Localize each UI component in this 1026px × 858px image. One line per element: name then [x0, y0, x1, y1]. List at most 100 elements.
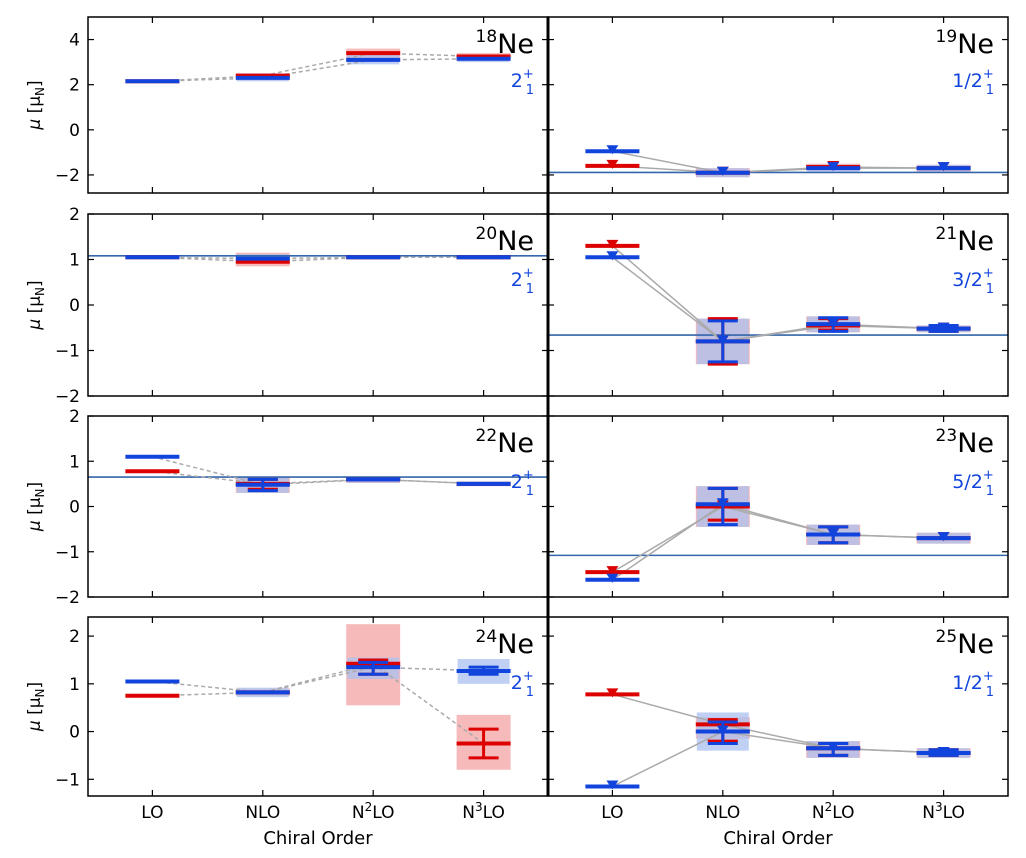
y-tick-label: 2 — [69, 407, 80, 427]
nucleus-title: 23Ne — [936, 426, 994, 459]
state-label: 2+ 1 — [511, 669, 534, 700]
mass-number: 19 — [936, 27, 958, 47]
y-tick-label: 2 — [69, 76, 80, 96]
state-label-sub: 1 — [986, 685, 994, 700]
data-marker-red — [606, 566, 619, 576]
x-tick-label-sup: 2 — [365, 800, 373, 814]
data-marker-blue — [606, 780, 619, 790]
y-axis-label: μ [μN] — [25, 482, 47, 532]
connector-blue — [612, 150, 944, 174]
state-label: 1/2+ 1 — [952, 669, 994, 700]
y-tick-label: −1 — [55, 543, 80, 563]
x-tick-label-sup: 3 — [475, 800, 483, 814]
state-label-base: 2 — [511, 70, 523, 92]
nucleus-title: 25Ne — [936, 627, 994, 660]
state-label-sup: + — [523, 468, 534, 483]
connector-red — [152, 52, 484, 83]
mass-number: 21 — [936, 224, 958, 244]
state-label-base: 1/2 — [952, 672, 983, 694]
mass-number: 24 — [476, 627, 498, 647]
data-marker-blue — [606, 573, 619, 583]
state-label-sup: + — [523, 669, 534, 684]
x-tick-label-tail: LO — [483, 803, 505, 823]
state-label: 3/2+ 1 — [952, 266, 994, 297]
x-tick-label: N2LO — [352, 800, 395, 823]
x-tick-label-base: N — [352, 803, 365, 823]
y-tick-label: 1 — [69, 251, 80, 271]
y-axis-unit-sub: N — [33, 87, 47, 96]
y-tick-label: 1 — [69, 675, 80, 695]
x-tick-label-tail: LO — [832, 803, 854, 823]
nucleus-title: 22Ne — [476, 426, 534, 459]
y-tick-label: −1 — [55, 770, 80, 790]
mass-number: 18 — [476, 27, 498, 47]
data-marker-blue — [827, 742, 840, 752]
y-axis-mu: μ — [25, 119, 45, 131]
connector-red — [152, 662, 485, 745]
element-symbol: Ne — [497, 29, 534, 60]
y-axis-unit-close: ] — [25, 80, 45, 87]
x-tick-label-base: N — [922, 803, 935, 823]
state-label-sub: 1 — [526, 484, 534, 499]
x-tick-label: LO — [601, 803, 623, 823]
panel-19ne: 19Ne 1/2+ 1 — [547, 16, 1009, 194]
x-tick-label: LO — [141, 803, 163, 823]
x-tick-label: NLO — [245, 803, 280, 823]
state-label-sup: + — [523, 266, 534, 281]
element-symbol: Ne — [957, 226, 994, 257]
data-marker-blue — [937, 322, 950, 332]
state-label-sup: + — [983, 67, 994, 82]
x-tick-label: NLO — [705, 803, 740, 823]
connector-red — [152, 470, 484, 485]
nucleus-title: 18Ne — [476, 27, 534, 60]
y-tick-label: 4 — [69, 31, 80, 51]
state-label: 5/2+ 1 — [952, 468, 994, 499]
element-symbol: Ne — [957, 629, 994, 660]
state-label-base: 2 — [511, 471, 523, 493]
x-tick-label-base: LO — [141, 803, 163, 823]
y-axis-unit: [μ — [25, 497, 45, 520]
connector-blue — [611, 503, 944, 581]
y-tick-label: 0 — [69, 723, 80, 743]
state-label: 2+ 1 — [511, 468, 534, 499]
state-label: 2+ 1 — [511, 67, 534, 98]
x-tick-label-tail: LO — [943, 803, 965, 823]
y-axis-unit-close: ] — [25, 280, 45, 287]
y-axis-unit-sub: N — [33, 688, 47, 697]
x-tick-label-base: NLO — [705, 803, 740, 823]
y-axis-unit: [μ — [25, 697, 45, 720]
connector-blue — [611, 256, 944, 343]
element-symbol: Ne — [497, 226, 534, 257]
y-axis-unit-close: ] — [25, 682, 45, 689]
data-marker-blue — [606, 251, 619, 261]
x-tick-label-base: N — [462, 803, 475, 823]
data-marker-blue — [716, 498, 729, 508]
nucleus-title: 20Ne — [476, 224, 534, 257]
mass-number: 22 — [476, 426, 498, 446]
x-tick-label: N3LO — [462, 800, 505, 823]
y-tick-label: 0 — [69, 498, 80, 518]
mass-number: 20 — [476, 224, 498, 244]
mass-number: 23 — [936, 426, 958, 446]
connector-blue — [152, 666, 484, 694]
panel-21ne: 21Ne 3/2+ 1 — [547, 213, 1009, 397]
data-marker-blue — [716, 166, 729, 176]
x-tick-label-tail: LO — [372, 803, 394, 823]
connector-red — [612, 505, 944, 573]
connector-blue — [152, 57, 484, 83]
state-label-base: 5/2 — [952, 471, 983, 493]
state-label: 1/2+ 1 — [952, 67, 994, 98]
x-axis-label: Chiral Order — [263, 828, 373, 849]
element-symbol: Ne — [497, 629, 534, 660]
data-marker-blue — [716, 725, 729, 735]
nucleus-title: 24Ne — [476, 627, 534, 660]
state-label-base: 3/2 — [952, 269, 983, 291]
state-label-base: 2 — [511, 672, 523, 694]
state-label-sub: 1 — [526, 282, 534, 297]
y-axis-label: μ [μN] — [25, 280, 47, 330]
y-axis-unit: [μ — [25, 296, 45, 319]
